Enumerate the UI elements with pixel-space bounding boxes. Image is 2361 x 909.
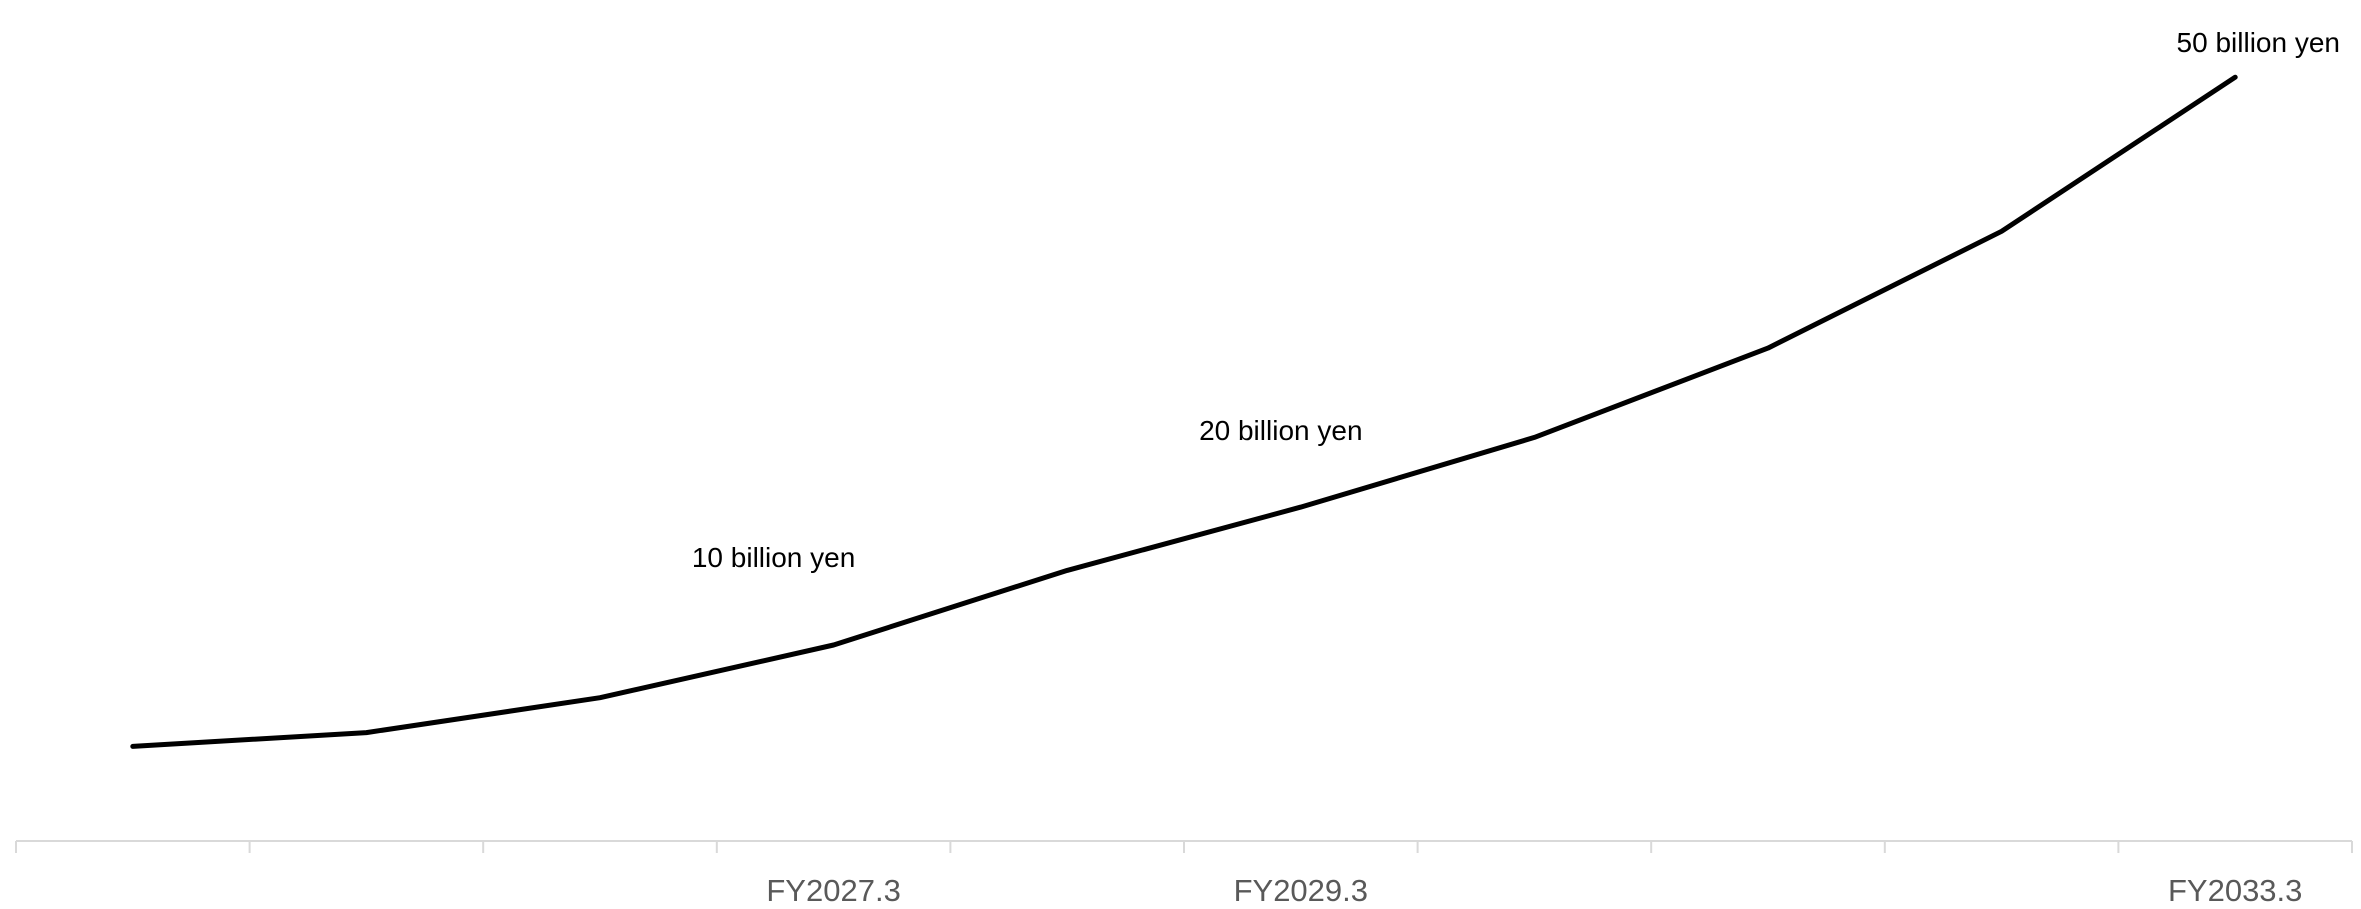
x-tick-label: FY2029.3 — [1234, 873, 1368, 908]
annotation-label: 50 billion yen — [2177, 27, 2340, 58]
annotation-labels: 10 billion yen 20 billion yen 50 billion y… — [692, 27, 2340, 573]
annotation-label: 10 billion yen — [692, 542, 855, 573]
x-axis — [15, 840, 2353, 853]
series-line-group — [130, 74, 2238, 749]
x-tick-label: FY2033.3 — [2168, 873, 2302, 908]
x-tick-labels: FY2027.3 FY2029.3 FY2033.3 — [766, 873, 2302, 908]
series-line — [130, 74, 2238, 749]
annotation-label: 20 billion yen — [1199, 415, 1362, 446]
x-tick-label: FY2027.3 — [766, 873, 900, 908]
